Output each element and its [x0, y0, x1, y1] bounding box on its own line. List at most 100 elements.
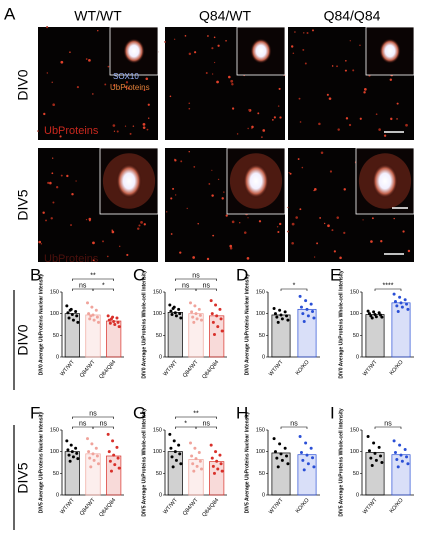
y-tick-label: 50 [156, 471, 162, 477]
speckle [333, 250, 336, 253]
speckle [345, 117, 349, 120]
data-point [379, 454, 383, 458]
speckle [239, 222, 241, 224]
panel-letter: D [236, 265, 248, 284]
data-point [193, 446, 197, 450]
data-point [168, 432, 172, 436]
y-tick-label: 0 [159, 492, 162, 498]
data-point [177, 443, 181, 447]
data-point [193, 304, 197, 308]
significance-label: ns [203, 282, 211, 289]
data-point [301, 312, 305, 316]
significance-label: ns [384, 420, 392, 427]
y-tick-label: 150 [350, 427, 359, 433]
y-tick-label: 0 [356, 492, 359, 498]
data-point [302, 468, 306, 472]
significance-bracket [280, 426, 308, 429]
significance-bracket [195, 288, 217, 291]
bar [106, 455, 122, 496]
y-axis-label: DIV5 Average UbProteins Whole-cell Inten… [141, 408, 147, 516]
speckle [104, 83, 107, 86]
speckle [85, 218, 88, 221]
data-point [305, 453, 309, 457]
speckle [290, 45, 294, 48]
speckle [278, 87, 281, 90]
speckle [69, 51, 71, 53]
speckle [336, 216, 340, 219]
data-point [89, 314, 93, 318]
significance-label: * [293, 282, 296, 289]
speckle [271, 119, 274, 121]
speckle [359, 117, 362, 120]
data-point [191, 462, 195, 466]
x-tick-label: Q84/Q84 [201, 497, 220, 518]
speckle [217, 178, 220, 181]
speckle [352, 69, 355, 72]
data-point [400, 459, 404, 463]
speckle [276, 226, 279, 228]
x-tick-label: Q84/Q84 [98, 359, 117, 380]
data-point [76, 457, 80, 461]
speckle [212, 234, 215, 237]
speckle [301, 166, 304, 169]
x-tick-label: WT/WT [362, 359, 379, 378]
speckle [225, 40, 227, 42]
speckle [92, 259, 95, 262]
speckle [279, 116, 282, 119]
data-point [177, 307, 181, 311]
data-point [403, 298, 407, 302]
y-tick-label: 100 [256, 449, 265, 455]
data-point [393, 300, 397, 304]
data-point [172, 439, 176, 443]
significance-bracket [72, 278, 114, 281]
y-tick-label: 150 [50, 289, 59, 295]
data-point [96, 462, 100, 466]
data-point [380, 461, 384, 464]
data-point [179, 316, 183, 320]
speckle [47, 181, 50, 184]
data-point [108, 321, 112, 325]
data-point [304, 299, 308, 303]
speckle [46, 26, 49, 29]
column-title: WT/WT [74, 8, 122, 24]
data-point [197, 451, 201, 455]
speckle [319, 217, 322, 219]
data-point [67, 453, 71, 457]
speckle [294, 31, 296, 33]
speckle [137, 227, 140, 230]
speckle [111, 229, 113, 231]
speckle [328, 97, 332, 100]
data-point [178, 452, 182, 456]
speckle [393, 217, 395, 220]
y-tick-label: 150 [50, 427, 59, 433]
speckle [143, 89, 146, 92]
speckle [92, 241, 95, 245]
bar [297, 308, 317, 358]
data-point [309, 446, 313, 450]
data-point [174, 314, 178, 318]
significance-label: **** [383, 282, 394, 289]
significance-bracket [175, 278, 217, 281]
significance-bracket [195, 426, 217, 429]
data-point [87, 312, 91, 316]
speckle [125, 81, 129, 84]
speckle [124, 125, 127, 127]
y-tick-label: 50 [53, 471, 59, 477]
bar [365, 314, 385, 358]
speckle [364, 87, 367, 91]
data-point [192, 320, 196, 324]
data-point [299, 451, 303, 455]
speckle [304, 62, 307, 65]
x-tick-label: KO/KO [295, 497, 311, 515]
speckle [312, 29, 314, 32]
y-tick-label: 0 [262, 492, 265, 498]
data-point [285, 314, 289, 318]
data-point [107, 450, 111, 454]
data-point [112, 453, 116, 457]
speckle [188, 107, 191, 110]
speckle [143, 223, 146, 226]
data-point [374, 458, 378, 462]
speckle [38, 240, 42, 244]
data-point [113, 323, 117, 326]
speckle [337, 128, 340, 131]
